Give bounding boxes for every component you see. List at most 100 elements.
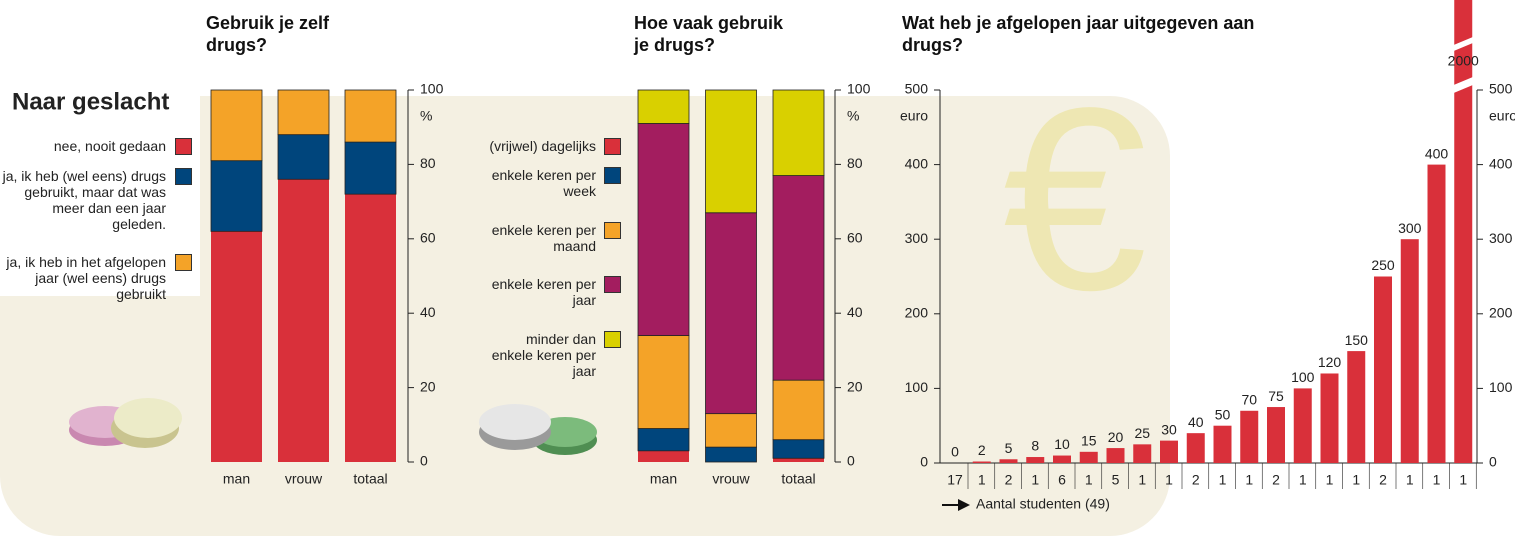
x-tick-label: vrouw: [712, 471, 750, 487]
y-tick-label: 80: [847, 155, 863, 171]
bar-segment: [638, 450, 689, 462]
value-label: 8: [1031, 438, 1039, 454]
x-tick-label: vrouw: [285, 471, 323, 487]
bar-segment: [705, 446, 757, 463]
bar-segment: [211, 231, 262, 462]
x-tick-label: 1: [1031, 472, 1039, 488]
axis-unit: %: [847, 108, 859, 124]
y-tick-label: 0: [1489, 454, 1497, 470]
x-axis-label: Aantal studenten (49): [976, 496, 1110, 512]
heading: Naar geslacht: [12, 88, 169, 115]
value-label: 70: [1241, 391, 1257, 407]
bar: [1347, 351, 1366, 463]
bar-segment: [277, 89, 330, 136]
y-tick-label: 300: [905, 230, 929, 246]
y-tick-label: 400: [905, 155, 929, 171]
bar: [1267, 407, 1285, 463]
x-tick-label: 2: [1005, 472, 1013, 488]
value-label: 2: [978, 442, 986, 458]
axis-unit: euro: [1489, 108, 1515, 124]
y-tick-label: 200: [905, 305, 929, 321]
bar-segment: [637, 123, 690, 336]
pills-right: [479, 404, 597, 455]
y-tick-label: 20: [847, 378, 863, 394]
euro-decoration: €: [1003, 55, 1148, 345]
arrow-head: [958, 499, 970, 511]
legend-swatch: [175, 254, 192, 271]
bar-segment: [637, 428, 690, 452]
legend-label: nee, nooit gedaan: [53, 138, 166, 154]
legend-label: enkele keren per jaar: [491, 276, 596, 308]
bar-segment: [772, 89, 825, 176]
y-tick-label: 40: [847, 304, 863, 320]
axis-unit: %: [420, 108, 432, 124]
bar: [1106, 448, 1125, 463]
y-tick-label: 400: [1489, 155, 1513, 171]
bar: [1026, 457, 1045, 463]
bar-segment: [344, 141, 397, 195]
bar-segment: [344, 89, 397, 143]
bars: [972, 0, 1473, 463]
axis-break: [1451, 36, 1476, 52]
y-tick-label: 40: [420, 304, 436, 320]
value-label: 25: [1134, 425, 1150, 441]
bar: [1374, 276, 1392, 463]
x-tick-label: 2: [1192, 472, 1200, 488]
bar-segment: [345, 194, 396, 462]
value-label: 300: [1398, 220, 1422, 236]
x-tick-label: totaal: [353, 471, 387, 487]
value-label: 120: [1318, 354, 1342, 370]
bar-segment: [277, 134, 330, 180]
x-tick-label: 1: [1085, 472, 1093, 488]
bar: [1186, 433, 1205, 463]
value-label: 250: [1371, 257, 1395, 273]
value-label: 15: [1081, 433, 1097, 449]
x-tick-label: 1: [1433, 472, 1441, 488]
bar: [1400, 239, 1419, 463]
value-label: 10: [1054, 436, 1070, 452]
y-tick-label: 0: [920, 454, 928, 470]
x-tick-label: 1: [1138, 472, 1146, 488]
value-label: 40: [1188, 414, 1204, 430]
y-tick-label: 500: [1489, 81, 1513, 97]
x-tick-label: 1: [1165, 472, 1173, 488]
chart-title: Gebruik je zelf drugs?: [206, 13, 330, 55]
x-tick-label: man: [223, 471, 250, 487]
x-tick-label: 1: [1459, 472, 1467, 488]
bar-segment: [705, 89, 757, 214]
x-tick-label: 1: [1326, 472, 1334, 488]
x-tick-label: 1: [1299, 472, 1307, 488]
value-label: 150: [1345, 332, 1369, 348]
axis-unit: euro: [900, 108, 928, 124]
bar: [1293, 388, 1312, 463]
y-tick-label: 0: [420, 453, 428, 469]
y-tick-label: 0: [847, 453, 855, 469]
value-label: 2000: [1448, 53, 1479, 69]
x-tick-label: 17: [947, 472, 963, 488]
chart-title: Wat heb je afgelopen jaar uitgegeven aan…: [902, 13, 1255, 55]
bar: [1427, 164, 1446, 463]
axis-break: [1451, 76, 1476, 94]
legend-label: (vrijwel) dagelijks: [489, 138, 596, 154]
bar-segment: [278, 179, 329, 462]
y-tick-label: 100: [905, 379, 929, 395]
legend-swatch: [604, 276, 621, 293]
y-tick-label: 60: [847, 230, 863, 246]
x-tick-label: 6: [1058, 472, 1066, 488]
bar-segment: [210, 89, 263, 162]
bar-segment: [637, 89, 690, 124]
bar: [972, 461, 991, 463]
x-tick-label: 2: [1379, 472, 1387, 488]
y-tick-label: 100: [1489, 379, 1513, 395]
legend-swatch: [604, 331, 621, 348]
bar: [999, 459, 1018, 463]
value-label: 100: [1291, 369, 1315, 385]
value-label: 400: [1425, 145, 1449, 161]
value-label: 50: [1215, 406, 1231, 422]
legend-label: ja, ik heb in het afgelopen jaar (wel ee…: [6, 254, 166, 302]
legend-label: minder dan enkele keren per jaar: [491, 331, 596, 379]
legend-swatch: [175, 168, 192, 185]
legend-label: ja, ik heb (wel eens) drugs gebruikt, ma…: [2, 168, 166, 232]
